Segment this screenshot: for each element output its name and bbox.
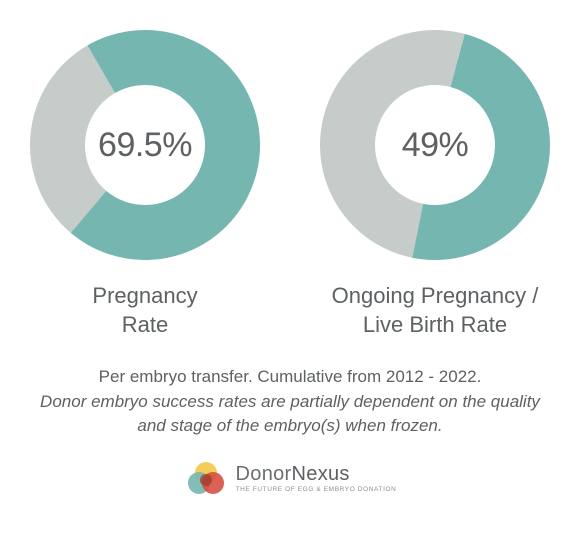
logo-tagline: THE FUTURE OF EGG & EMBRYO DONATION: [236, 487, 397, 494]
chart-col-0: 69.5% Pregnancy Rate: [20, 30, 270, 339]
logo-name: DonorNexus: [236, 464, 397, 484]
donut-chart-0: 69.5%: [30, 30, 260, 260]
footnote-line2: Donor embryo success rates are partially…: [30, 390, 550, 439]
logo-name-pre: Donor: [236, 463, 292, 485]
chart-label: Ongoing Pregnancy / Live Birth Rate: [332, 282, 539, 339]
brand-logo: DonorNexus THE FUTURE OF EGG & EMBRYO DO…: [184, 461, 397, 497]
logo-mark-icon: [184, 461, 228, 497]
logo-name-post: Nexus: [292, 463, 350, 485]
charts-row: 69.5% Pregnancy Rate 49% Ongoing Pregnancy …: [20, 30, 560, 339]
chart-col-1: 49% Ongoing Pregnancy / Live Birth Rate: [310, 30, 560, 339]
chart-label: Pregnancy Rate: [92, 282, 197, 339]
footnote-line1: Per embryo transfer. Cumulative from 201…: [99, 367, 482, 386]
donut-chart-1: 49%: [320, 30, 550, 260]
footnote: Per embryo transfer. Cumulative from 201…: [30, 365, 550, 439]
donut-center-label: 49%: [320, 30, 550, 260]
donut-center-label: 69.5%: [30, 30, 260, 260]
logo-text: DonorNexus THE FUTURE OF EGG & EMBRYO DO…: [236, 464, 397, 494]
